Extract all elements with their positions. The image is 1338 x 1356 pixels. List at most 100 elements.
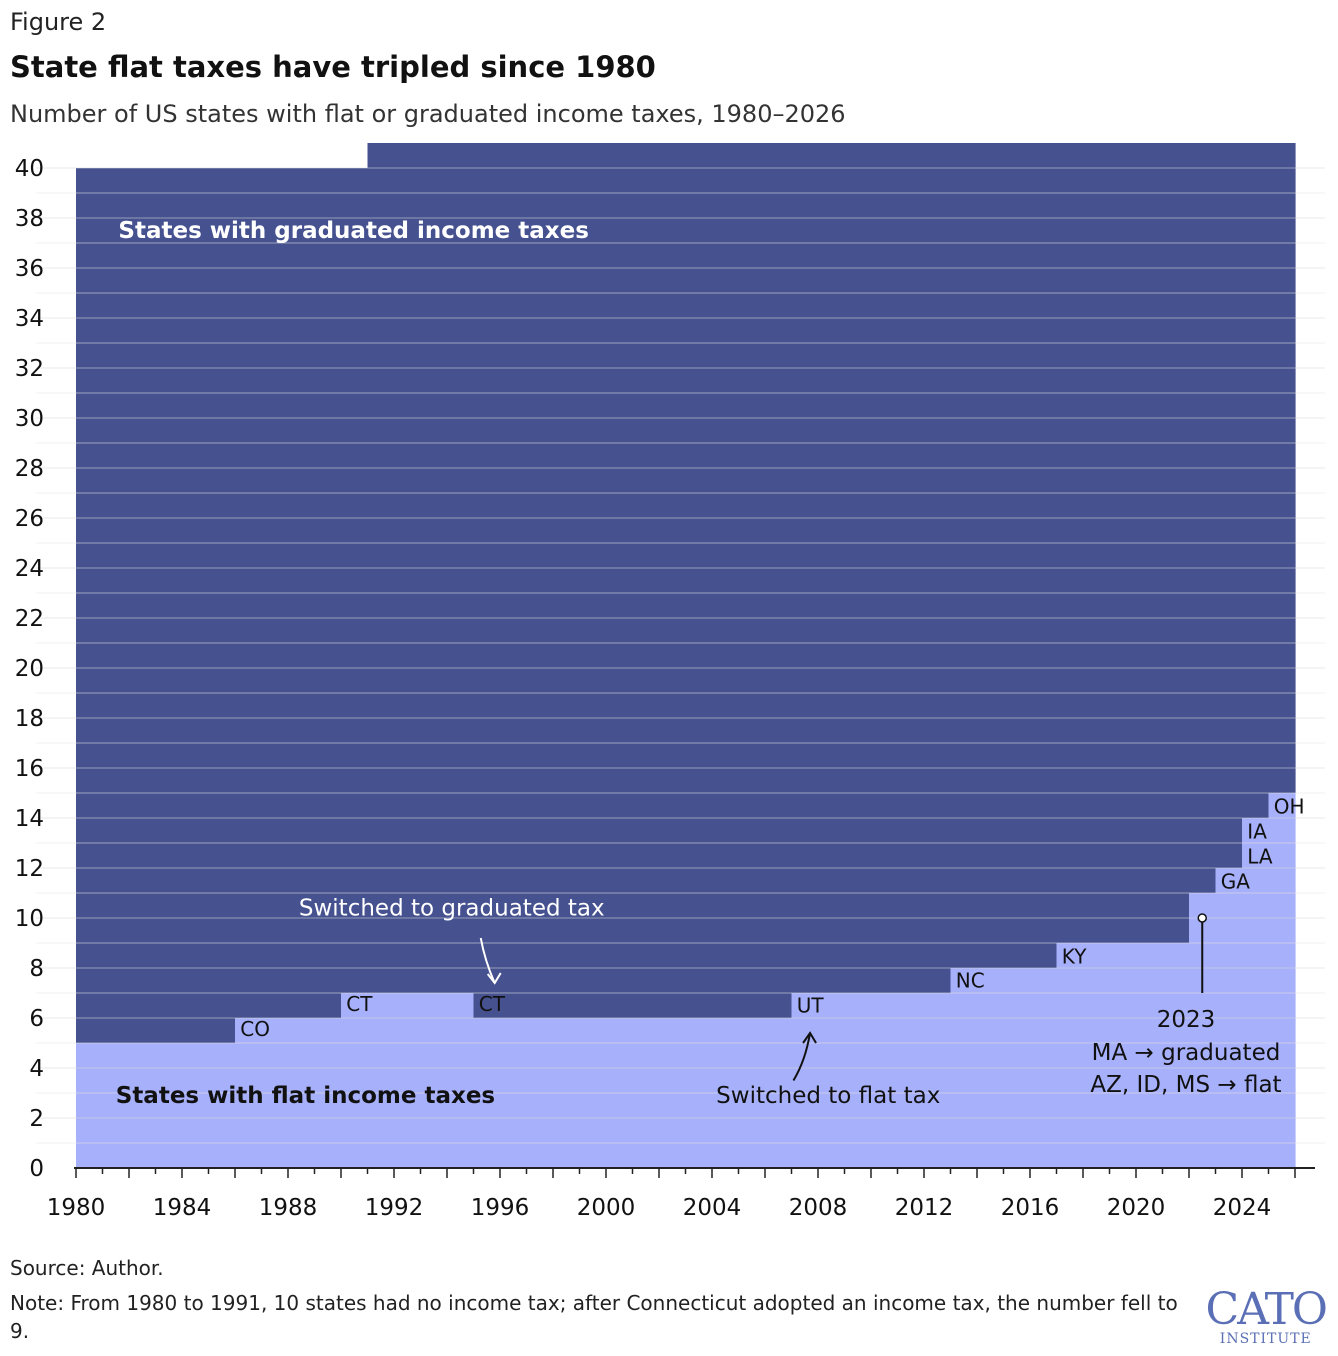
- x-tick-label: 2020: [1107, 1195, 1166, 1221]
- graduated-area-segment: [712, 143, 740, 1018]
- flat-area-segment: [897, 993, 925, 1168]
- y-tick-label: 24: [15, 556, 44, 582]
- x-tick-label: 1984: [153, 1195, 212, 1221]
- flat-area-segment: [871, 993, 899, 1168]
- graduated-area-segment: [950, 143, 978, 968]
- annotation-graduated-text: Switched to graduated tax: [299, 896, 605, 922]
- graduated-area-segment: [341, 168, 369, 993]
- y-tick-label: 38: [15, 206, 44, 232]
- annotation-2023-year: 2023: [1157, 1007, 1216, 1033]
- x-tick-label: 2004: [683, 1195, 742, 1221]
- x-tick-label: 1992: [365, 1195, 424, 1221]
- annotation-2023-line1: MA → graduated: [1092, 1040, 1281, 1066]
- y-tick-label: 26: [15, 506, 44, 532]
- logo-sub-text: INSTITUTE: [1219, 1331, 1312, 1347]
- x-tick-label: 2024: [1213, 1195, 1272, 1221]
- flat-area-segment: [1136, 943, 1164, 1168]
- graduated-area-segment: [1003, 143, 1031, 968]
- flat-series-label: States with flat income taxes: [116, 1083, 495, 1109]
- flat-area-segment: [1162, 943, 1190, 1168]
- annotation-flat-arrow: [792, 1032, 812, 1082]
- state-label: CO: [240, 1017, 270, 1041]
- flat-area-segment: [420, 993, 448, 1168]
- y-tick-label: 22: [15, 606, 44, 632]
- x-axis: 1980 1984 1988 1992 1996 2000 2004 2008 2012 2016…: [47, 1167, 1315, 1221]
- y-tick-label: 32: [15, 356, 44, 382]
- graduated-area-segment: [1242, 143, 1270, 818]
- graduated-area-segment: [977, 143, 1005, 968]
- area-segments: [76, 143, 1296, 1168]
- annotation-graduated-arrowhead: [486, 972, 502, 985]
- y-tick-label: 16: [15, 756, 44, 782]
- graduated-area-segment: [1030, 143, 1058, 968]
- flat-area-segment: [791, 993, 819, 1168]
- chart-subtitle: Number of US states with flat or graduat…: [10, 100, 846, 128]
- state-label: OH: [1274, 795, 1305, 819]
- y-tick-label: 12: [15, 856, 44, 882]
- graduated-area-segment: [606, 143, 634, 1018]
- flat-area-segment: [447, 993, 475, 1168]
- graduated-area-segment: [76, 168, 104, 1043]
- graduated-area-segment: [1215, 143, 1243, 868]
- annotation-graduated-arrow: [479, 937, 496, 984]
- state-label: CT: [346, 992, 373, 1016]
- y-tick-label: 18: [15, 706, 44, 732]
- state-label: NC: [956, 968, 985, 992]
- graduated-area-segment: [473, 143, 501, 1018]
- graduated-area-segment: [632, 143, 660, 1018]
- y-tick-label: 28: [15, 456, 44, 482]
- cato-logo: CATO INSTITUTE: [1205, 1284, 1328, 1347]
- stacked-area-chart: 0246810121416182022242628303234363840198…: [15, 143, 1325, 1221]
- annotation-flat-text: Switched to flat tax: [716, 1083, 940, 1109]
- state-label: LA: [1247, 845, 1273, 869]
- flat-area-segment: [1268, 793, 1296, 1168]
- graduated-area-segment: [685, 143, 713, 1018]
- graduated-area-segment: [553, 143, 581, 1018]
- graduated-area-segment: [155, 168, 183, 1043]
- graduated-area-segment: [738, 143, 766, 1018]
- state-label: UT: [797, 993, 825, 1017]
- logo-main-text: CATO: [1205, 1284, 1328, 1335]
- flat-area-segment: [1109, 943, 1137, 1168]
- flat-area-segment: [102, 1043, 130, 1168]
- y-tick-label: 30: [15, 406, 44, 432]
- y-tick-label: 4: [29, 1056, 44, 1082]
- y-tick-label: 2: [29, 1106, 44, 1132]
- gridlines: [36, 167, 1325, 1144]
- graduated-area-segment: [129, 168, 157, 1043]
- y-tick-label: 8: [29, 956, 44, 982]
- graduated-area-segment: [526, 143, 554, 1018]
- flat-area-segment: [208, 1043, 236, 1168]
- state-label: KY: [1062, 945, 1087, 969]
- x-tick-label: 2012: [895, 1195, 954, 1221]
- figure-label: Figure 2: [10, 8, 107, 36]
- y-tick-label: 6: [29, 1006, 44, 1032]
- flat-area-segment: [129, 1043, 157, 1168]
- graduated-area-segment: [208, 168, 236, 1043]
- x-tick-label: 1996: [471, 1195, 530, 1221]
- flat-area-segment: [1083, 943, 1111, 1168]
- y-tick-label: 0: [29, 1156, 44, 1182]
- x-tick-label: 2000: [577, 1195, 636, 1221]
- flat-area-segment: [155, 1043, 183, 1168]
- graduated-area-segment: [102, 168, 130, 1043]
- flat-area-segment: [818, 993, 846, 1168]
- state-label: CT: [479, 992, 506, 1016]
- y-tick-label: 20: [15, 656, 44, 682]
- annotation-2023-marker: [1197, 913, 1207, 923]
- x-tick-label: 2008: [789, 1195, 848, 1221]
- state-label: IA: [1247, 820, 1267, 844]
- chart-title: State flat taxes have tripled since 1980: [10, 50, 656, 84]
- state-label: GA: [1221, 870, 1250, 894]
- x-tick-label: 2016: [1001, 1195, 1060, 1221]
- graduated-area-segment: [500, 143, 528, 1018]
- graduated-series-label: States with graduated income taxes: [118, 218, 589, 244]
- y-tick-label: 14: [15, 806, 44, 832]
- flat-area-segment: [367, 993, 395, 1168]
- flat-area-segment: [924, 993, 952, 1168]
- graduated-area-segment: [182, 168, 210, 1043]
- y-tick-label: 36: [15, 256, 44, 282]
- annotation-2023-line2: AZ, ID, MS → flat: [1090, 1072, 1281, 1098]
